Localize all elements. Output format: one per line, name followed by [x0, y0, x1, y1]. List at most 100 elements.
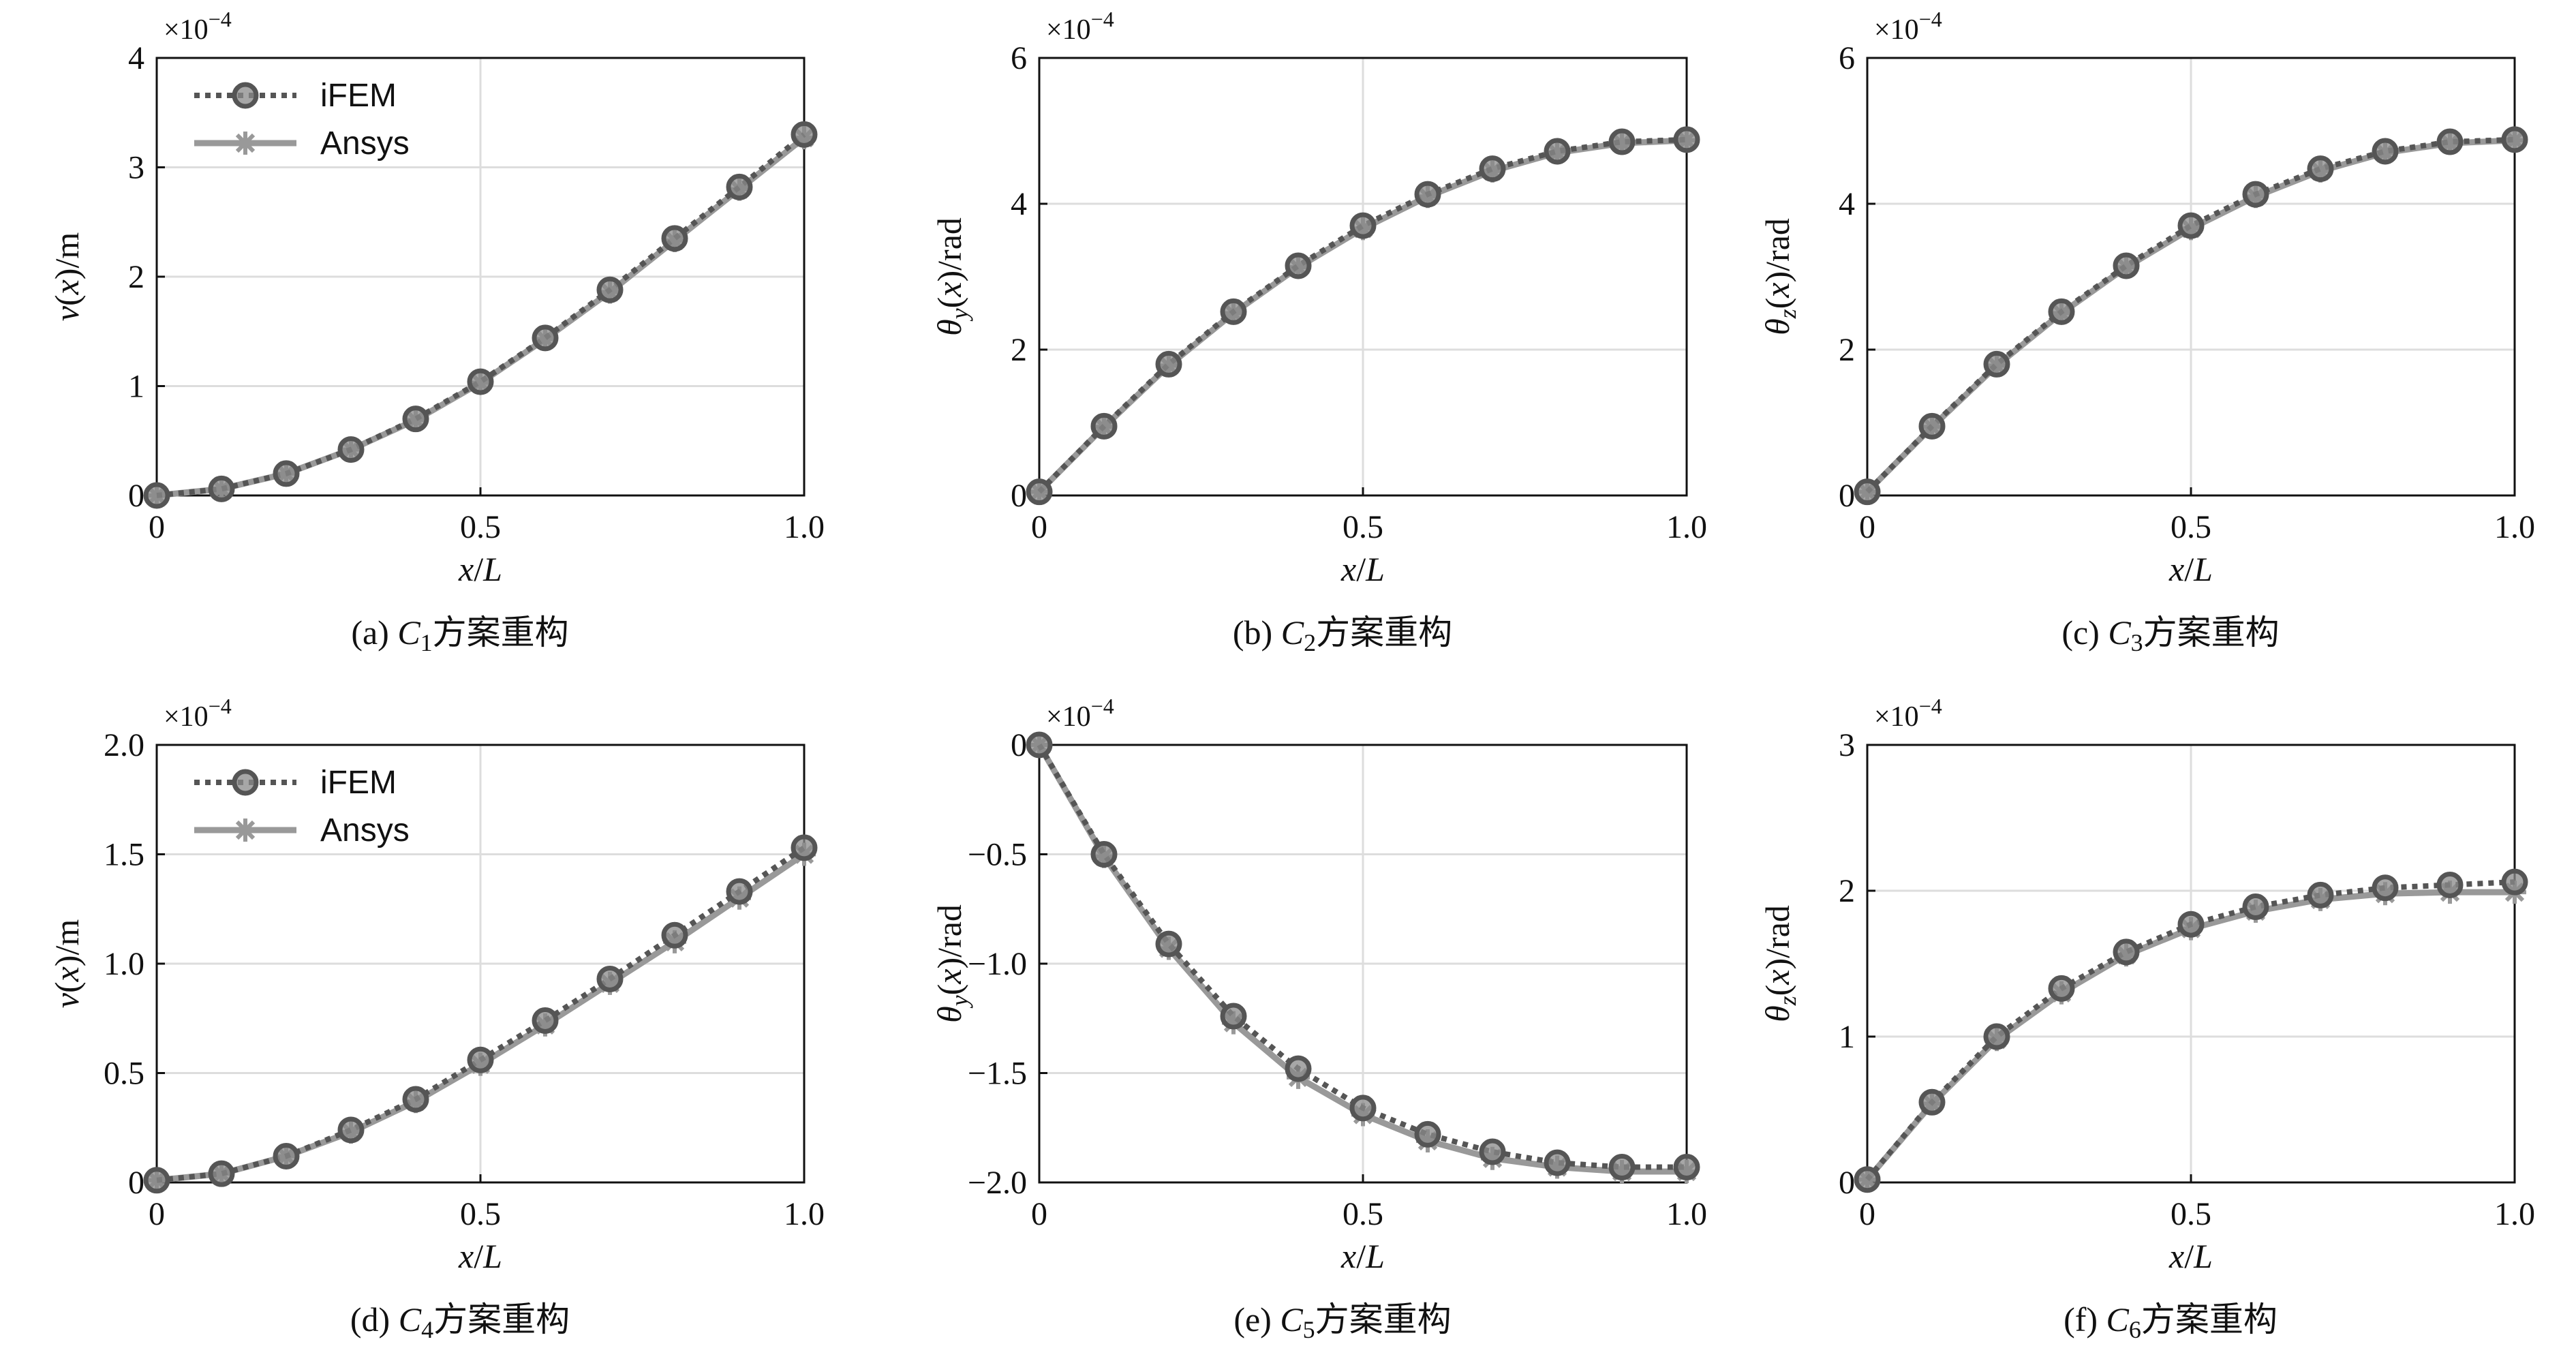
panel-f: 0 0.5 1.0 0 1 2 3 ×10−4 x/L θz(x)/rad (f) C6方案重构: [1758, 694, 2535, 1343]
y-tick-label: −1.5: [968, 1056, 1027, 1092]
marker-ifem: [532, 1007, 559, 1034]
marker-ifem: [1285, 252, 1312, 279]
y-tick-label: 0: [1011, 478, 1027, 514]
marker-ifem: [337, 1116, 365, 1144]
x-tick-label: 0: [1859, 1196, 1875, 1232]
marker-ifem: [661, 921, 688, 949]
x-tick-label: 0: [1031, 509, 1047, 545]
x-tick-label: 0.5: [1343, 1196, 1383, 1232]
y-axis-label: v(x)/m: [48, 919, 86, 1009]
panel-a: 0 0.5 1.0 0 1 2 3 4 ×10−4 x/L v(x)/m (a) C1方案重构 iFEM…: [48, 7, 825, 656]
panel-b: 0 0.5 1.0 0 2 4 6 ×10−4 x/L θy(x)/rad (b) C2方案重构: [930, 7, 1707, 656]
marker-ifem: [726, 173, 753, 200]
marker-ifem: [1854, 1166, 1881, 1193]
y-tick-label: 4: [128, 40, 144, 76]
y-tick-label: 0: [128, 1165, 144, 1201]
y-tick-label: 2: [1839, 873, 1855, 909]
x-tick-label: 0.5: [1343, 509, 1383, 545]
marker-ifem: [402, 406, 429, 433]
marker-ifem: [2307, 155, 2334, 183]
marker-ifem: [1544, 1149, 1571, 1176]
marker-ifem: [402, 1086, 429, 1113]
marker-ifem: [208, 1160, 235, 1187]
marker-ifem: [1220, 1003, 1247, 1030]
panel-caption: (c) C3方案重构: [2061, 613, 2279, 656]
x-tick-label: 0.5: [2171, 509, 2211, 545]
marker-ifem: [2242, 893, 2269, 921]
legend-label-ifem: iFEM: [320, 78, 397, 114]
marker-ifem: [661, 225, 688, 252]
marker-ifem: [1026, 478, 1053, 506]
legend: iFEM Ansys: [194, 78, 410, 162]
marker-ifem: [2048, 298, 2075, 325]
marker-ifem: [596, 276, 624, 303]
y-tick-label: 2: [128, 259, 144, 295]
y-tick-label: 0.5: [104, 1056, 144, 1092]
y-tick-label: 6: [1839, 40, 1855, 76]
x-tick-label: 1.0: [1666, 1196, 1707, 1232]
legend-marker-ifem: [232, 769, 259, 796]
y-tick-label: 0: [1839, 478, 1855, 514]
marker-ifem: [467, 1046, 494, 1073]
legend-label-ifem: iFEM: [320, 765, 397, 801]
marker-ifem: [2113, 252, 2140, 279]
panel-caption: (d) C4方案重构: [350, 1300, 570, 1343]
x-tick-label: 1.0: [2494, 509, 2535, 545]
x-tick-label: 0: [1031, 1196, 1047, 1232]
marker-ifem: [1479, 155, 1506, 183]
y-tick-label: −0.5: [968, 837, 1027, 873]
exponent-label: ×10−4: [1874, 694, 1942, 733]
x-tick-label: 0: [149, 509, 165, 545]
y-tick-label: 0: [128, 478, 144, 514]
series-line-ifem: [156, 132, 806, 498]
marker-ifem: [2372, 138, 2399, 165]
panel-e: 0 0.5 1.0 −2.0 −1.5 −1.0 −0.5 0 ×10−4 x/L θy(x)/ra…: [930, 694, 1707, 1343]
y-tick-label: 2: [1839, 332, 1855, 368]
marker-ifem: [1155, 350, 1182, 378]
x-axis-label: x/L: [458, 550, 502, 588]
marker-ifem: [1673, 1154, 1700, 1181]
y-tick-label: 4: [1011, 186, 1027, 222]
panel-caption: (a) C1方案重构: [351, 613, 568, 656]
marker-ifem: [791, 834, 818, 861]
x-tick-label: 1.0: [2494, 1196, 2535, 1232]
marker-ifem: [1026, 731, 1053, 759]
x-tick-label: 1.0: [784, 509, 825, 545]
y-tick-label: −2.0: [968, 1165, 1027, 1201]
marker-ifem: [2177, 212, 2205, 239]
marker-ifem: [2436, 128, 2464, 155]
panel-caption: (f) C6方案重构: [2064, 1300, 2278, 1343]
x-axis-label: x/L: [458, 1237, 502, 1275]
exponent-label: ×10−4: [164, 694, 232, 733]
y-tick-label: −1.0: [968, 946, 1027, 982]
marker-ifem: [2372, 874, 2399, 902]
y-tick-label: 0: [1839, 1165, 1855, 1201]
marker-ifem: [208, 475, 235, 502]
y-tick-label: 2: [1011, 332, 1027, 368]
x-axis-label: x/L: [2168, 550, 2213, 588]
marker-ifem: [467, 368, 494, 395]
exponent-label: ×10−4: [1046, 694, 1114, 733]
marker-ifem: [2113, 938, 2140, 966]
exponent-label: ×10−4: [1874, 7, 1942, 46]
x-tick-label: 0.5: [2171, 1196, 2211, 1232]
exponent-label: ×10−4: [1046, 7, 1114, 46]
legend-marker-ansys: [234, 132, 257, 155]
marker-ifem: [1673, 126, 1700, 153]
y-axis-label: θz(x)/rad: [1758, 218, 1801, 335]
y-tick-label: 6: [1011, 40, 1027, 76]
y-tick-label: 3: [128, 150, 144, 186]
marker-ifem: [143, 482, 170, 509]
legend-label-ansys: Ansys: [320, 125, 410, 162]
y-tick-label: 2.0: [104, 727, 144, 763]
x-tick-label: 0.5: [460, 509, 501, 545]
marker-ifem: [1285, 1055, 1312, 1082]
marker-ifem: [1918, 412, 1946, 440]
x-tick-label: 0.5: [460, 1196, 501, 1232]
x-axis-label: x/L: [2168, 1237, 2213, 1275]
x-axis-label: x/L: [1340, 1237, 1385, 1275]
marker-ifem: [2307, 881, 2334, 908]
marker-ifem: [2436, 871, 2464, 898]
panel-d: 0 0.5 1.0 0 0.5 1.0 1.5 2.0 ×10−4 x/L v(x)/m (d) C4…: [48, 694, 825, 1343]
marker-ifem: [1090, 412, 1118, 440]
